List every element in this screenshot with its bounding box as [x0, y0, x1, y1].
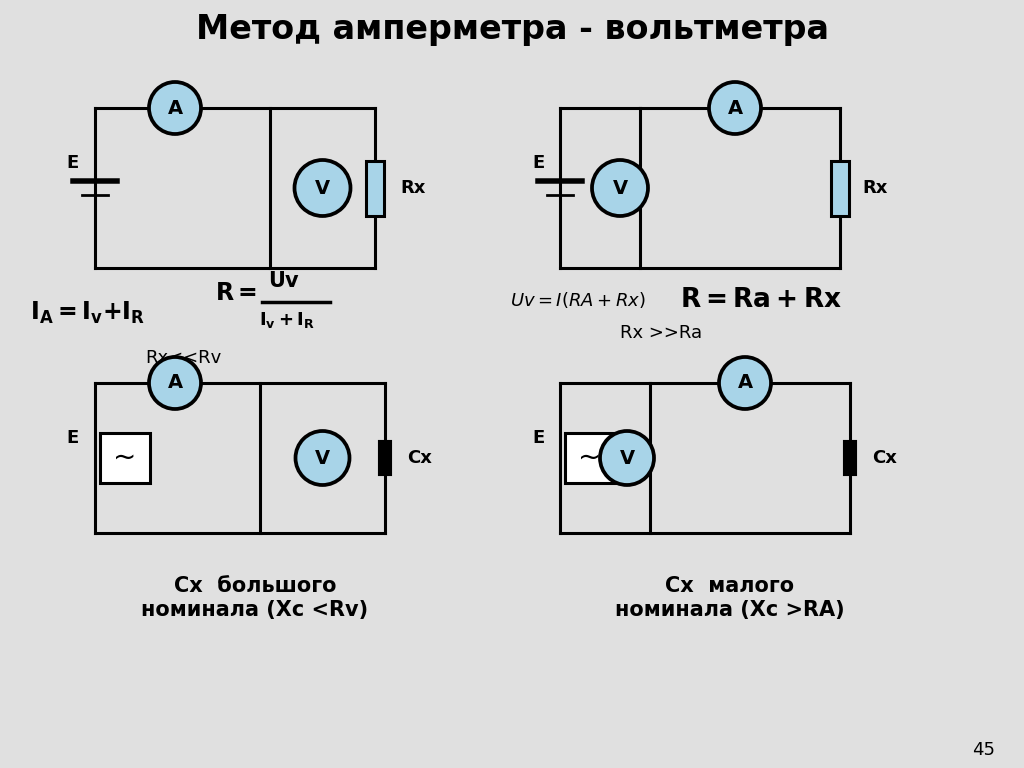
- Text: E: E: [67, 154, 79, 172]
- Text: Rx: Rx: [862, 179, 888, 197]
- Text: ~: ~: [579, 444, 602, 472]
- Text: $\mathbf{R = Ra + Rx}$: $\mathbf{R = Ra + Rx}$: [680, 287, 842, 313]
- Text: 45: 45: [972, 741, 995, 759]
- Bar: [100, 433, 150, 483]
- Text: $\mathbf{Uv}$: $\mathbf{Uv}$: [268, 271, 300, 291]
- Text: Cx: Cx: [872, 449, 897, 467]
- Circle shape: [719, 357, 771, 409]
- Text: ~: ~: [114, 444, 136, 472]
- Circle shape: [150, 82, 201, 134]
- Text: $\mathbf{R =}$: $\mathbf{R =}$: [215, 281, 257, 305]
- Text: A: A: [168, 98, 182, 118]
- Text: Cx  малого
номинала (Хс >RА): Cx малого номинала (Хс >RА): [615, 577, 845, 620]
- Text: $Uv =I(RA +Rx)$: $Uv =I(RA +Rx)$: [510, 290, 646, 310]
- Text: V: V: [315, 449, 330, 468]
- Circle shape: [709, 82, 761, 134]
- Text: V: V: [612, 178, 628, 197]
- Bar: [366, 161, 384, 216]
- Text: V: V: [315, 178, 330, 197]
- Circle shape: [150, 357, 201, 409]
- Circle shape: [592, 160, 648, 216]
- Text: A: A: [168, 373, 182, 392]
- Bar: [831, 161, 849, 216]
- Text: $\mathbf{I_A{=}I_v{+}I_R}$: $\mathbf{I_A{=}I_v{+}I_R}$: [30, 300, 145, 326]
- Circle shape: [600, 431, 654, 485]
- Text: E: E: [531, 154, 544, 172]
- Text: Метод амперметра - вольтметра: Метод амперметра - вольтметра: [196, 14, 828, 47]
- Text: Rx >>Ra: Rx >>Ra: [620, 324, 702, 342]
- Text: Rx<<Rv: Rx<<Rv: [145, 349, 221, 367]
- Text: A: A: [737, 373, 753, 392]
- Text: Cx  большого
номинала (Хс <Rv): Cx большого номинала (Хс <Rv): [141, 577, 369, 620]
- Text: Cx: Cx: [407, 449, 432, 467]
- Circle shape: [295, 160, 350, 216]
- Text: V: V: [620, 449, 635, 468]
- Text: $\mathbf{I_v + I_R}$: $\mathbf{I_v + I_R}$: [259, 310, 315, 330]
- Text: E: E: [531, 429, 544, 447]
- Text: Rx: Rx: [400, 179, 425, 197]
- Bar: [565, 433, 615, 483]
- Text: A: A: [727, 98, 742, 118]
- Circle shape: [296, 431, 349, 485]
- Text: E: E: [67, 429, 79, 447]
